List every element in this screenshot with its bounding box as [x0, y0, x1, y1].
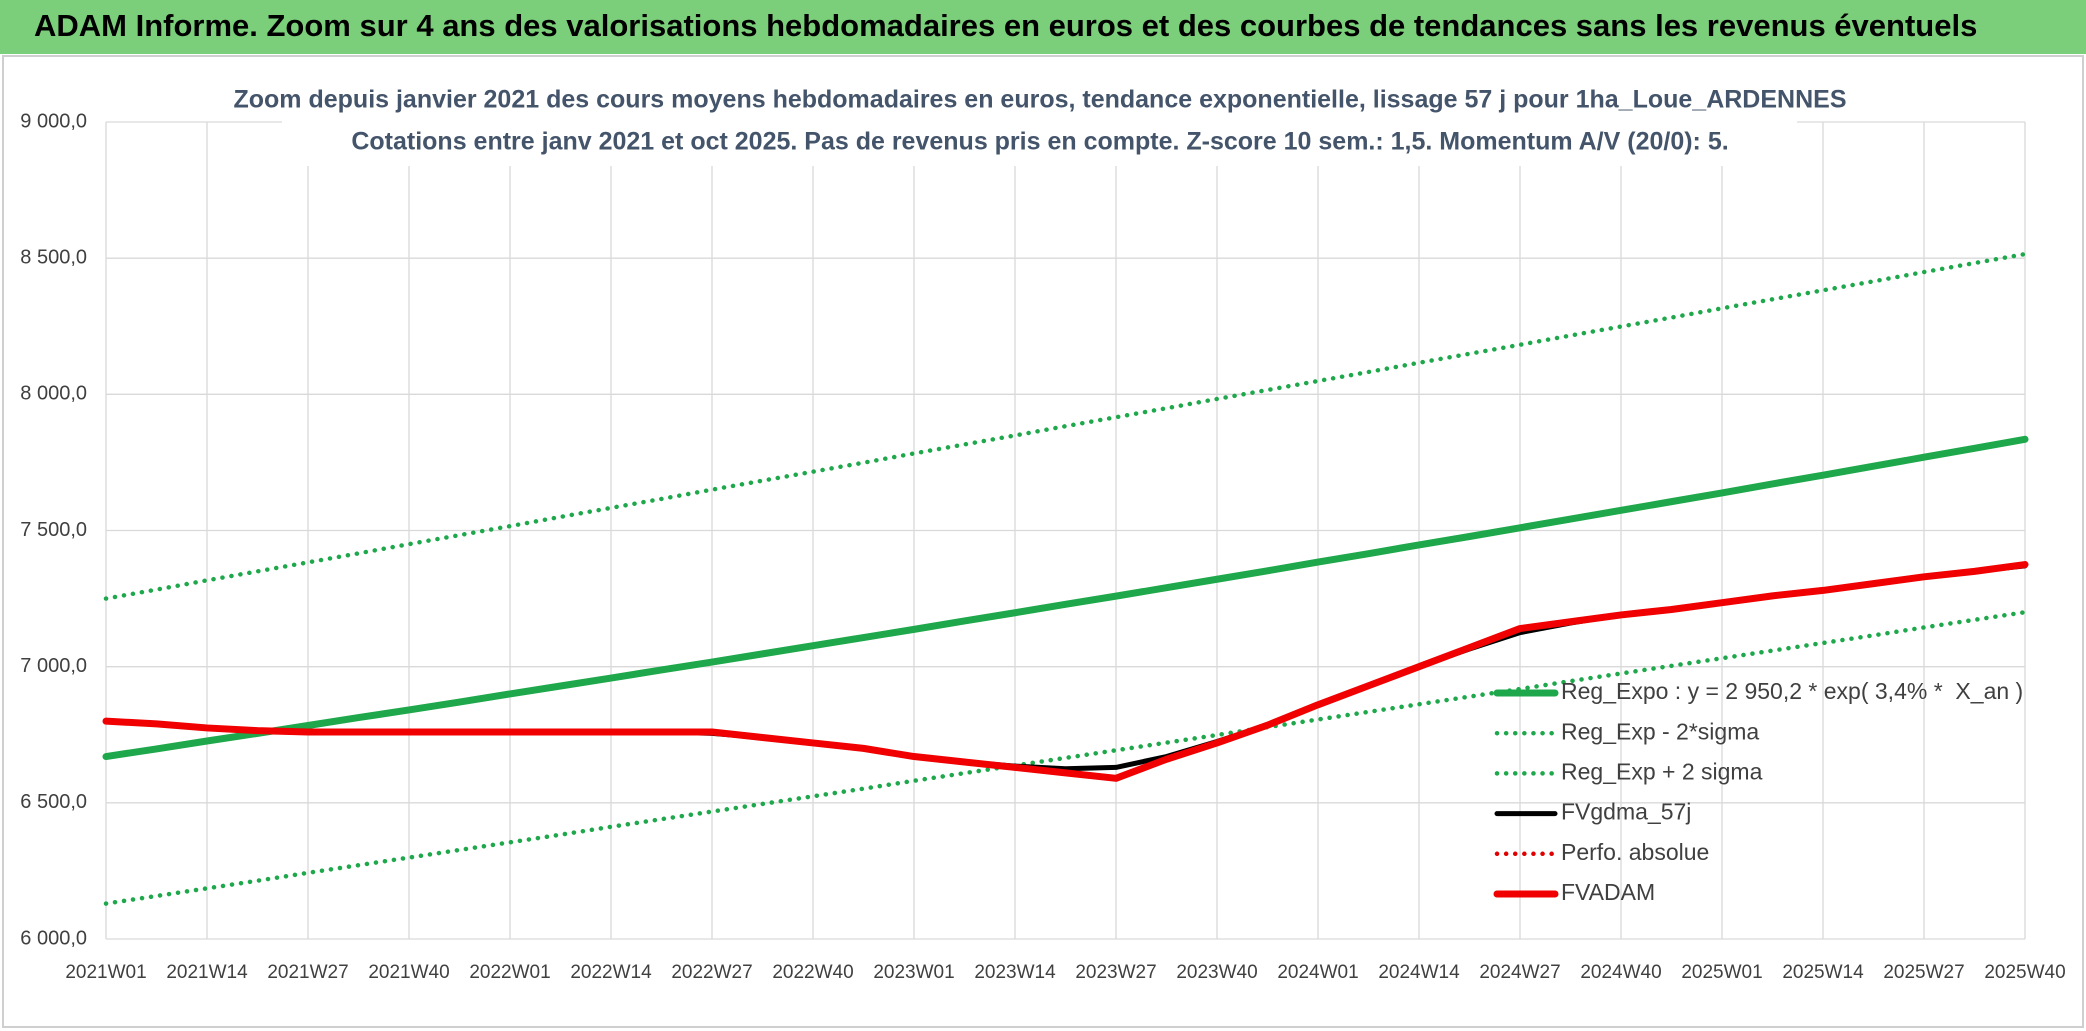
x-tick-label: 2023W27 [1075, 962, 1156, 983]
x-tick-label: 2024W01 [1277, 962, 1358, 983]
x-tick-label: 2024W40 [1580, 962, 1661, 983]
chart-title: Zoom depuis janvier 2021 des cours moyen… [233, 86, 1846, 114]
x-tick-label: 2022W27 [671, 962, 752, 983]
x-tick-label: 2025W27 [1883, 962, 1964, 983]
x-tick-label: 2025W40 [1984, 962, 2065, 983]
y-tick-label: 6 500,0 [20, 791, 87, 813]
page-title: ADAM Informe. Zoom sur 4 ans des valoris… [34, 8, 1977, 43]
legend-label: Reg_Expo : y = 2 950,2 * exp( 3,4% * X_a… [1561, 678, 2023, 704]
x-tick-label: 2022W14 [570, 962, 652, 983]
x-tick-label: 2025W01 [1681, 962, 1762, 983]
y-tick-label: 8 500,0 [20, 246, 87, 268]
x-tick-label: 2022W40 [772, 962, 853, 983]
legend-label: FVADAM [1561, 879, 1655, 905]
x-tick-label: 2023W01 [873, 962, 954, 983]
legend-label: Reg_Exp + 2 sigma [1561, 758, 1763, 784]
legend-label: Reg_Exp - 2*sigma [1561, 718, 1759, 744]
x-tick-label: 2021W01 [65, 962, 146, 983]
chart-border [2, 55, 2084, 1028]
legend-label: Perfo. absolue [1561, 839, 1709, 865]
header-bar [0, 0, 2086, 54]
x-tick-label: 2022W01 [469, 962, 550, 983]
series-line [103, 251, 2028, 601]
x-tick-label: 2021W14 [166, 962, 248, 983]
y-tick-label: 8 000,0 [20, 383, 87, 405]
x-tick-label: 2021W27 [267, 962, 348, 983]
legend: Reg_Expo : y = 2 950,2 * exp( 3,4% * X_a… [1493, 678, 2023, 905]
plot-area: 6 000,0 6 500,0 7 000,0 7 500,0 8 000,0 8 500… [20, 110, 2065, 983]
x-tick-label: 2024W27 [1479, 962, 1560, 983]
y-tick-label: 7 000,0 [20, 655, 87, 677]
y-tick-label: 9 000,0 [20, 110, 87, 132]
x-tick-label: 2024W14 [1378, 962, 1460, 983]
y-tick-label: 7 500,0 [20, 519, 87, 541]
x-tick-label: 2021W40 [368, 962, 449, 983]
title-background [282, 78, 1797, 166]
x-tick-label: 2023W40 [1176, 962, 1257, 983]
y-tick-label: 6 000,0 [20, 927, 87, 949]
x-tick-label: 2025W14 [1782, 962, 1864, 983]
legend-label: FVgdma_57j [1561, 799, 1691, 825]
x-tick-label: 2023W14 [974, 962, 1056, 983]
series-line [102, 561, 2029, 782]
series-line [102, 435, 2029, 761]
chart-subtitle: Cotations entre janv 2021 et oct 2025. P… [351, 128, 1728, 156]
